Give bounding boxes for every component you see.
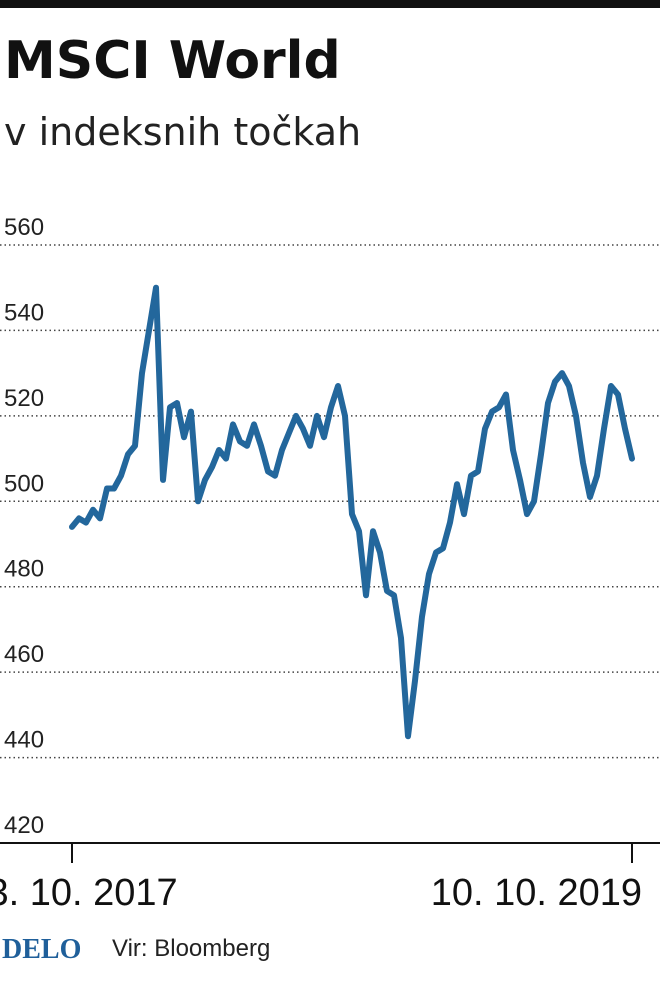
- x-tick-label: 10. 10. 2019: [431, 872, 642, 914]
- chart-title: MSCI World: [4, 31, 341, 91]
- y-tick-label: 540: [4, 299, 44, 326]
- x-tick-label: 13. 10. 2017: [0, 872, 178, 914]
- y-tick-label: 440: [4, 727, 44, 754]
- top-bar: [0, 0, 660, 8]
- line: [69, 284, 635, 740]
- chart-subtitle: v indeksnih točkah: [4, 110, 361, 154]
- y-tick-label: 420: [4, 812, 44, 839]
- y-tick-label: 460: [4, 641, 44, 668]
- logo: DELO: [2, 934, 81, 965]
- y-tick-label: 480: [4, 556, 44, 583]
- source: Vir: Bloomberg: [112, 935, 270, 962]
- y-tick-label: 520: [4, 385, 44, 412]
- y-tick-label: 560: [4, 214, 44, 241]
- y-tick-label: 500: [4, 470, 44, 497]
